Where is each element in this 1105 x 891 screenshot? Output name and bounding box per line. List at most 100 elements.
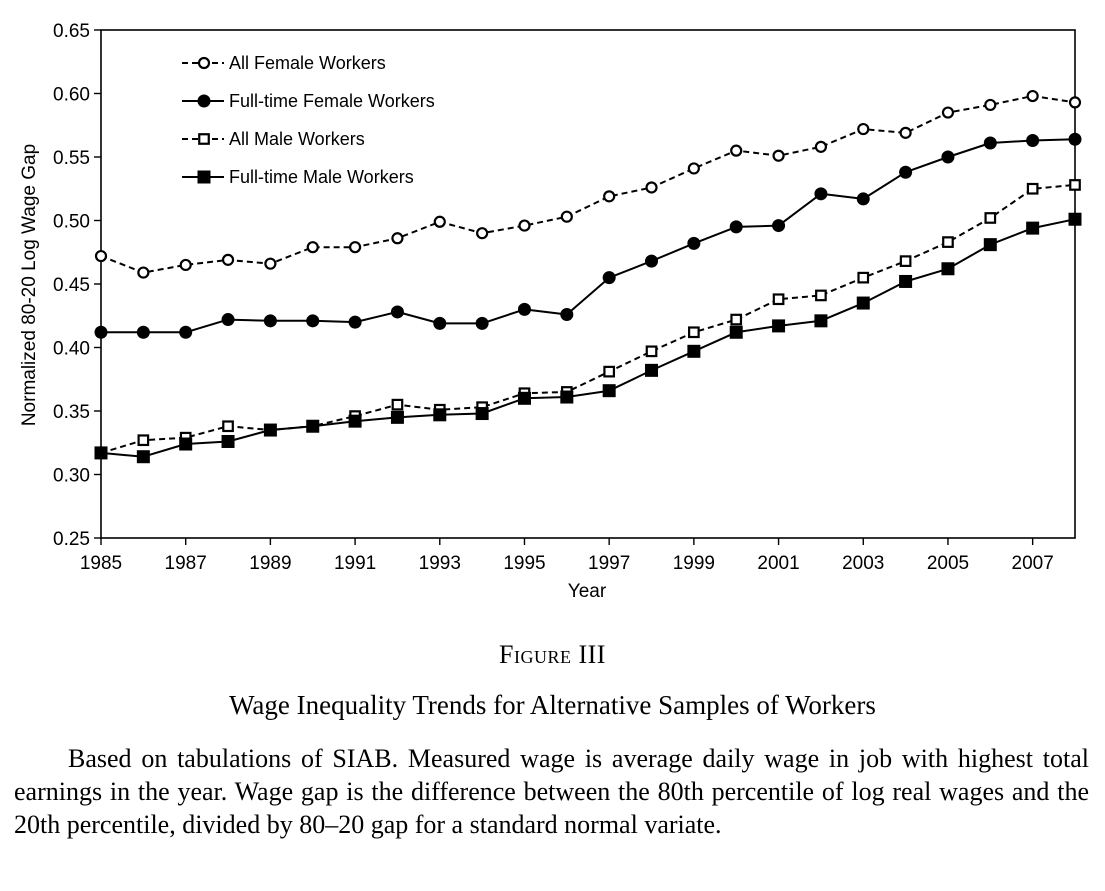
data-point [263,423,277,437]
data-point [688,326,700,339]
data-point [137,434,150,447]
data-point [475,407,489,421]
data-point [1068,212,1082,226]
legend-swatch-marker [197,94,211,108]
data-point [390,410,404,424]
data-point [645,254,659,268]
x-tick-label: 1987 [165,553,207,574]
data-point [645,363,659,377]
x-tick-label: 2005 [927,553,969,574]
x-tick-label: 2007 [1012,553,1054,574]
series-line [101,138,1076,334]
data-point [179,325,193,339]
series-layer [94,89,1082,464]
y-tick-label: 0.45 [53,275,90,296]
series-2 [94,132,1082,339]
data-point [984,212,997,224]
y-tick-label: 0.60 [53,85,90,106]
data-point [814,187,828,201]
data-point [1069,179,1081,191]
x-axis-label: Year [568,581,607,602]
data-point [772,149,785,162]
legend-item: Full-time Female Workers [182,91,435,111]
data-point [857,122,870,136]
data-point [136,325,150,339]
data-point [306,241,319,254]
data-point [772,219,786,233]
data-point [941,262,955,276]
data-point [815,289,827,302]
data-point [645,345,658,358]
data-point [687,236,701,250]
data-point [433,408,447,422]
data-point [899,165,913,179]
data-point [730,144,743,157]
series-4 [94,212,1082,464]
data-point [983,238,997,252]
data-point [1026,221,1040,235]
legend: All Female Workers Full-time Female Worke… [182,53,435,187]
y-tick-label: 0.65 [53,21,90,42]
data-point [772,293,785,306]
data-point [391,398,404,411]
data-point [518,219,531,232]
data-point [899,274,913,288]
data-point [433,215,446,228]
x-tick-label: 1999 [673,553,715,574]
legend-item: All Female Workers [182,53,386,73]
x-tick-label: 1985 [80,553,122,574]
data-point [136,450,150,464]
data-point [730,313,743,326]
series-line [100,218,1076,458]
y-tick-label: 0.25 [53,529,90,550]
data-point [560,390,574,404]
data-point [137,266,150,279]
data-point [348,414,362,428]
data-point [602,384,616,398]
data-point [263,314,277,328]
data-point [222,420,234,433]
data-point [306,419,320,433]
data-point [348,241,362,254]
legend-swatch-marker [198,133,210,145]
data-point [517,302,531,316]
data-point [857,271,870,284]
data-point [517,391,531,405]
x-tick-label: 2001 [757,553,799,574]
data-point [264,257,277,270]
legend-item: All Male Workers [182,129,365,149]
y-tick-label: 0.35 [53,402,90,423]
data-point [94,446,108,460]
data-point [179,437,193,451]
x-axis: 1985 1987 1989 1991 1993 1995 1997 1999 2001 2003… [80,538,1054,574]
wage-gap-line-chart: 1985 1987 1989 1991 1993 1995 1997 1999 2001 2003… [19,21,1082,602]
series-3 [95,179,1081,459]
x-tick-label: 1991 [334,553,376,574]
legend-label: All Male Workers [229,129,365,149]
data-point [603,190,616,203]
y-axis-label: Normalized 80-20 Log Wage Gap [19,144,40,426]
x-tick-label: 1993 [419,553,461,574]
data-point [772,319,786,333]
legend-label: All Female Workers [229,53,386,73]
data-point [983,136,997,150]
legend-label: Full-time Male Workers [229,167,414,187]
data-point [475,316,489,330]
data-point [221,434,235,448]
y-axis: 0.25 0.30 0.35 0.40 0.45 0.50 0.55 0.60 0.65 [53,21,101,550]
data-point [942,236,954,248]
series-1 [94,89,1082,279]
data-point [687,162,700,175]
data-point [941,150,955,164]
x-tick-label: 1997 [588,553,630,574]
figure-title: Wage Inequality Trends for Alternative S… [229,690,876,720]
data-point [433,316,447,330]
data-point [899,255,912,267]
data-point [391,232,404,245]
data-point [729,220,743,234]
data-point [221,313,235,327]
x-tick-label: 1989 [249,553,291,574]
y-tick-label: 0.30 [53,466,90,487]
data-point [476,227,489,240]
data-point [1026,89,1039,103]
